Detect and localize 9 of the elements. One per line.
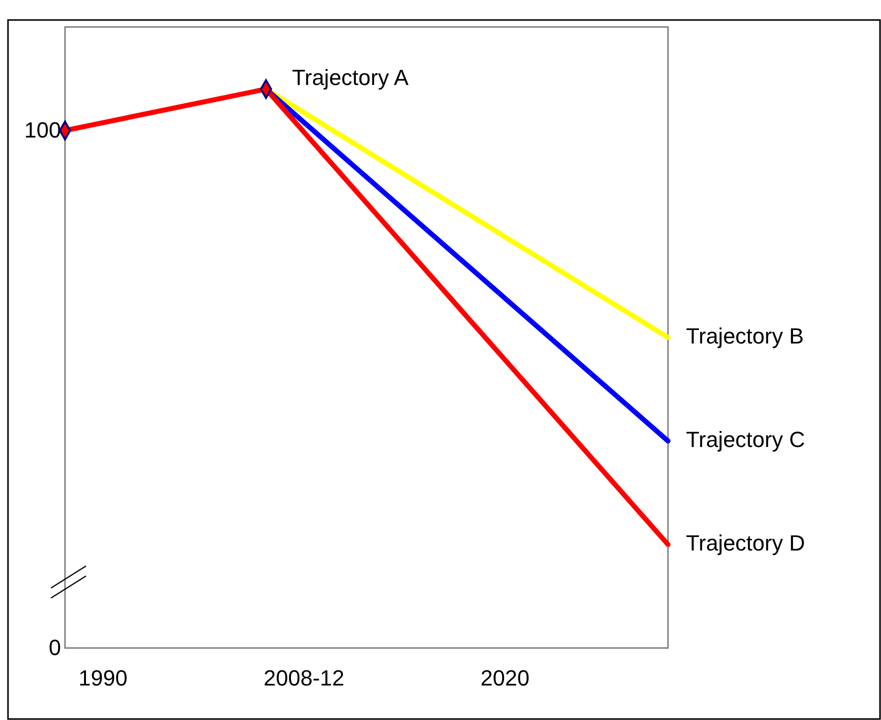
y-tick-label: 100 bbox=[24, 118, 61, 143]
series-label: Trajectory A bbox=[292, 64, 409, 90]
x-tick-label: 2020 bbox=[480, 666, 530, 691]
series-label: Trajectory B bbox=[686, 323, 804, 348]
series-label: Trajectory D bbox=[686, 530, 805, 556]
x-tick-label: 1990 bbox=[78, 666, 128, 691]
x-tick-label: 2008-12 bbox=[264, 666, 344, 691]
y-tick-label: 0 bbox=[48, 635, 61, 660]
series-label: Trajectory C bbox=[686, 426, 806, 452]
